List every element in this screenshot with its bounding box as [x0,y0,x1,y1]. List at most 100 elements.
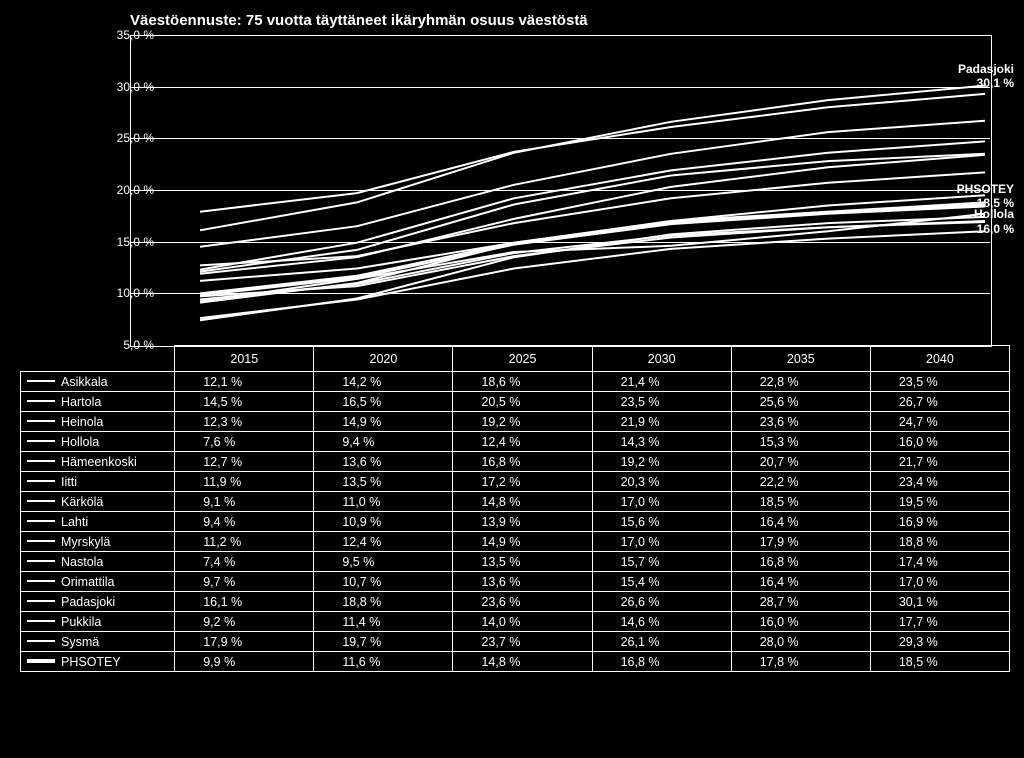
annotation-padasjoki: Padasjoki30,1 % [958,62,1014,91]
legend-swatch [27,420,55,424]
table-label-cell: Padasjoki [21,592,175,612]
table-data-cell: 14,9 % [453,532,592,552]
table-header-cell: 2035 [731,346,870,372]
row-label: Hartola [61,395,101,409]
table-data-cell: 12,1 % [175,372,314,392]
table-body: Asikkala12,1 %14,2 %18,6 %21,4 %22,8 %23… [21,372,1010,672]
table-data-cell: 21,7 % [870,452,1009,472]
table-data-cell: 19,2 % [592,452,731,472]
table-data-cell: 23,4 % [870,472,1009,492]
table-label-cell: Sysmä [21,632,175,652]
chart-title: Väestöennuste: 75 vuotta täyttäneet ikär… [130,12,588,29]
table-data-cell: 9,5 % [314,552,453,572]
table-data-cell: 15,4 % [592,572,731,592]
table-data-cell: 23,5 % [592,392,731,412]
table-label-cell: Hartola [21,392,175,412]
row-label: Sysmä [61,635,99,649]
table-data-cell: 12,3 % [175,412,314,432]
legend-swatch [27,560,55,564]
legend-swatch [27,659,55,665]
table-data-cell: 28,7 % [731,592,870,612]
table-row: Sysmä17,9 %19,7 %23,7 %26,1 %28,0 %29,3 … [21,632,1010,652]
table-row: Padasjoki16,1 %18,8 %23,6 %26,6 %28,7 %3… [21,592,1010,612]
row-label: Hollola [61,435,99,449]
table-data-cell: 9,9 % [175,652,314,672]
table-data-cell: 17,8 % [731,652,870,672]
annotation-label: Hollola [974,207,1014,221]
table-row: Nastola7,4 %9,5 %13,5 %15,7 %16,8 %17,4 … [21,552,1010,572]
table-data-cell: 13,6 % [314,452,453,472]
table-data-cell: 14,8 % [453,652,592,672]
table-data-cell: 14,3 % [592,432,731,452]
table-label-cell: Myrskylä [21,532,175,552]
row-label: PHSOTEY [61,655,121,669]
table-data-cell: 17,9 % [731,532,870,552]
table-data-cell: 12,7 % [175,452,314,472]
series-line-sysmä [200,94,985,212]
table-data-cell: 13,6 % [453,572,592,592]
table-data-cell: 9,2 % [175,612,314,632]
table-data-cell: 14,2 % [314,372,453,392]
table-data-cell: 26,1 % [592,632,731,652]
legend-swatch [27,620,55,624]
table-row: Asikkala12,1 %14,2 %18,6 %21,4 %22,8 %23… [21,372,1010,392]
table-data-cell: 17,0 % [592,532,731,552]
table-label-cell: Hämeenkoski [21,452,175,472]
table-data-cell: 20,5 % [453,392,592,412]
table-row: Hollola7,6 %9,4 %12,4 %14,3 %15,3 %16,0 … [21,432,1010,452]
table-data-cell: 16,0 % [870,432,1009,452]
table-row: Heinola12,3 %14,9 %19,2 %21,9 %23,6 %24,… [21,412,1010,432]
table-data-cell: 18,5 % [870,652,1009,672]
annotation-hollola: Hollola16,0 % [974,207,1014,236]
table-data-cell: 11,9 % [175,472,314,492]
table-row: Hartola14,5 %16,5 %20,5 %23,5 %25,6 %26,… [21,392,1010,412]
table-data-cell: 16,4 % [731,572,870,592]
row-label: Pukkila [61,615,101,629]
table-data-cell: 12,4 % [314,532,453,552]
chart-container: Väestöennuste: 75 vuotta täyttäneet ikär… [0,0,1024,758]
table-row: Pukkila9,2 %11,4 %14,0 %14,6 %16,0 %17,7… [21,612,1010,632]
table-data-cell: 18,6 % [453,372,592,392]
table-header-blank [21,346,175,372]
row-label: Nastola [61,555,103,569]
table-data-cell: 15,7 % [592,552,731,572]
table-data-cell: 14,8 % [453,492,592,512]
table-data-cell: 17,0 % [592,492,731,512]
series-line-myrskylä [200,202,985,281]
legend-swatch [27,580,55,584]
table-data-cell: 24,7 % [870,412,1009,432]
table-row: PHSOTEY9,9 %11,6 %14,8 %16,8 %17,8 %18,5… [21,652,1010,672]
table-header-row: 201520202025203020352040 [21,346,1010,372]
table-data-cell: 28,0 % [731,632,870,652]
table-data-cell: 18,8 % [314,592,453,612]
table-data-cell: 23,6 % [453,592,592,612]
table-data-cell: 7,6 % [175,432,314,452]
legend-swatch [27,460,55,464]
row-label: Padasjoki [61,595,115,609]
table-header-cell: 2020 [314,346,453,372]
table-data-cell: 21,9 % [592,412,731,432]
table-data-cell: 17,4 % [870,552,1009,572]
table-row: Iitti11,9 %13,5 %17,2 %20,3 %22,2 %23,4 … [21,472,1010,492]
annotation-value: 30,1 % [958,76,1014,90]
table-data-cell: 9,4 % [175,512,314,532]
table-data-cell: 9,4 % [314,432,453,452]
table-data-cell: 10,9 % [314,512,453,532]
table-data-cell: 14,0 % [453,612,592,632]
table-data-cell: 17,7 % [870,612,1009,632]
table-data-cell: 17,2 % [453,472,592,492]
table-header-cell: 2030 [592,346,731,372]
table-header-cell: 2015 [175,346,314,372]
table-label-cell: Pukkila [21,612,175,632]
table-data-cell: 14,6 % [592,612,731,632]
table-header-cell: 2025 [453,346,592,372]
row-label: Asikkala [61,375,108,389]
table-data-cell: 9,7 % [175,572,314,592]
table-row: Myrskylä11,2 %12,4 %14,9 %17,0 %17,9 %18… [21,532,1010,552]
table-data-cell: 26,7 % [870,392,1009,412]
table-data-cell: 12,4 % [453,432,592,452]
table-data-cell: 22,8 % [731,372,870,392]
annotation-phsotey: PHSOTEY18,5 % [957,182,1014,211]
table-label-cell: Asikkala [21,372,175,392]
series-line-hämeenkoski [200,172,985,265]
